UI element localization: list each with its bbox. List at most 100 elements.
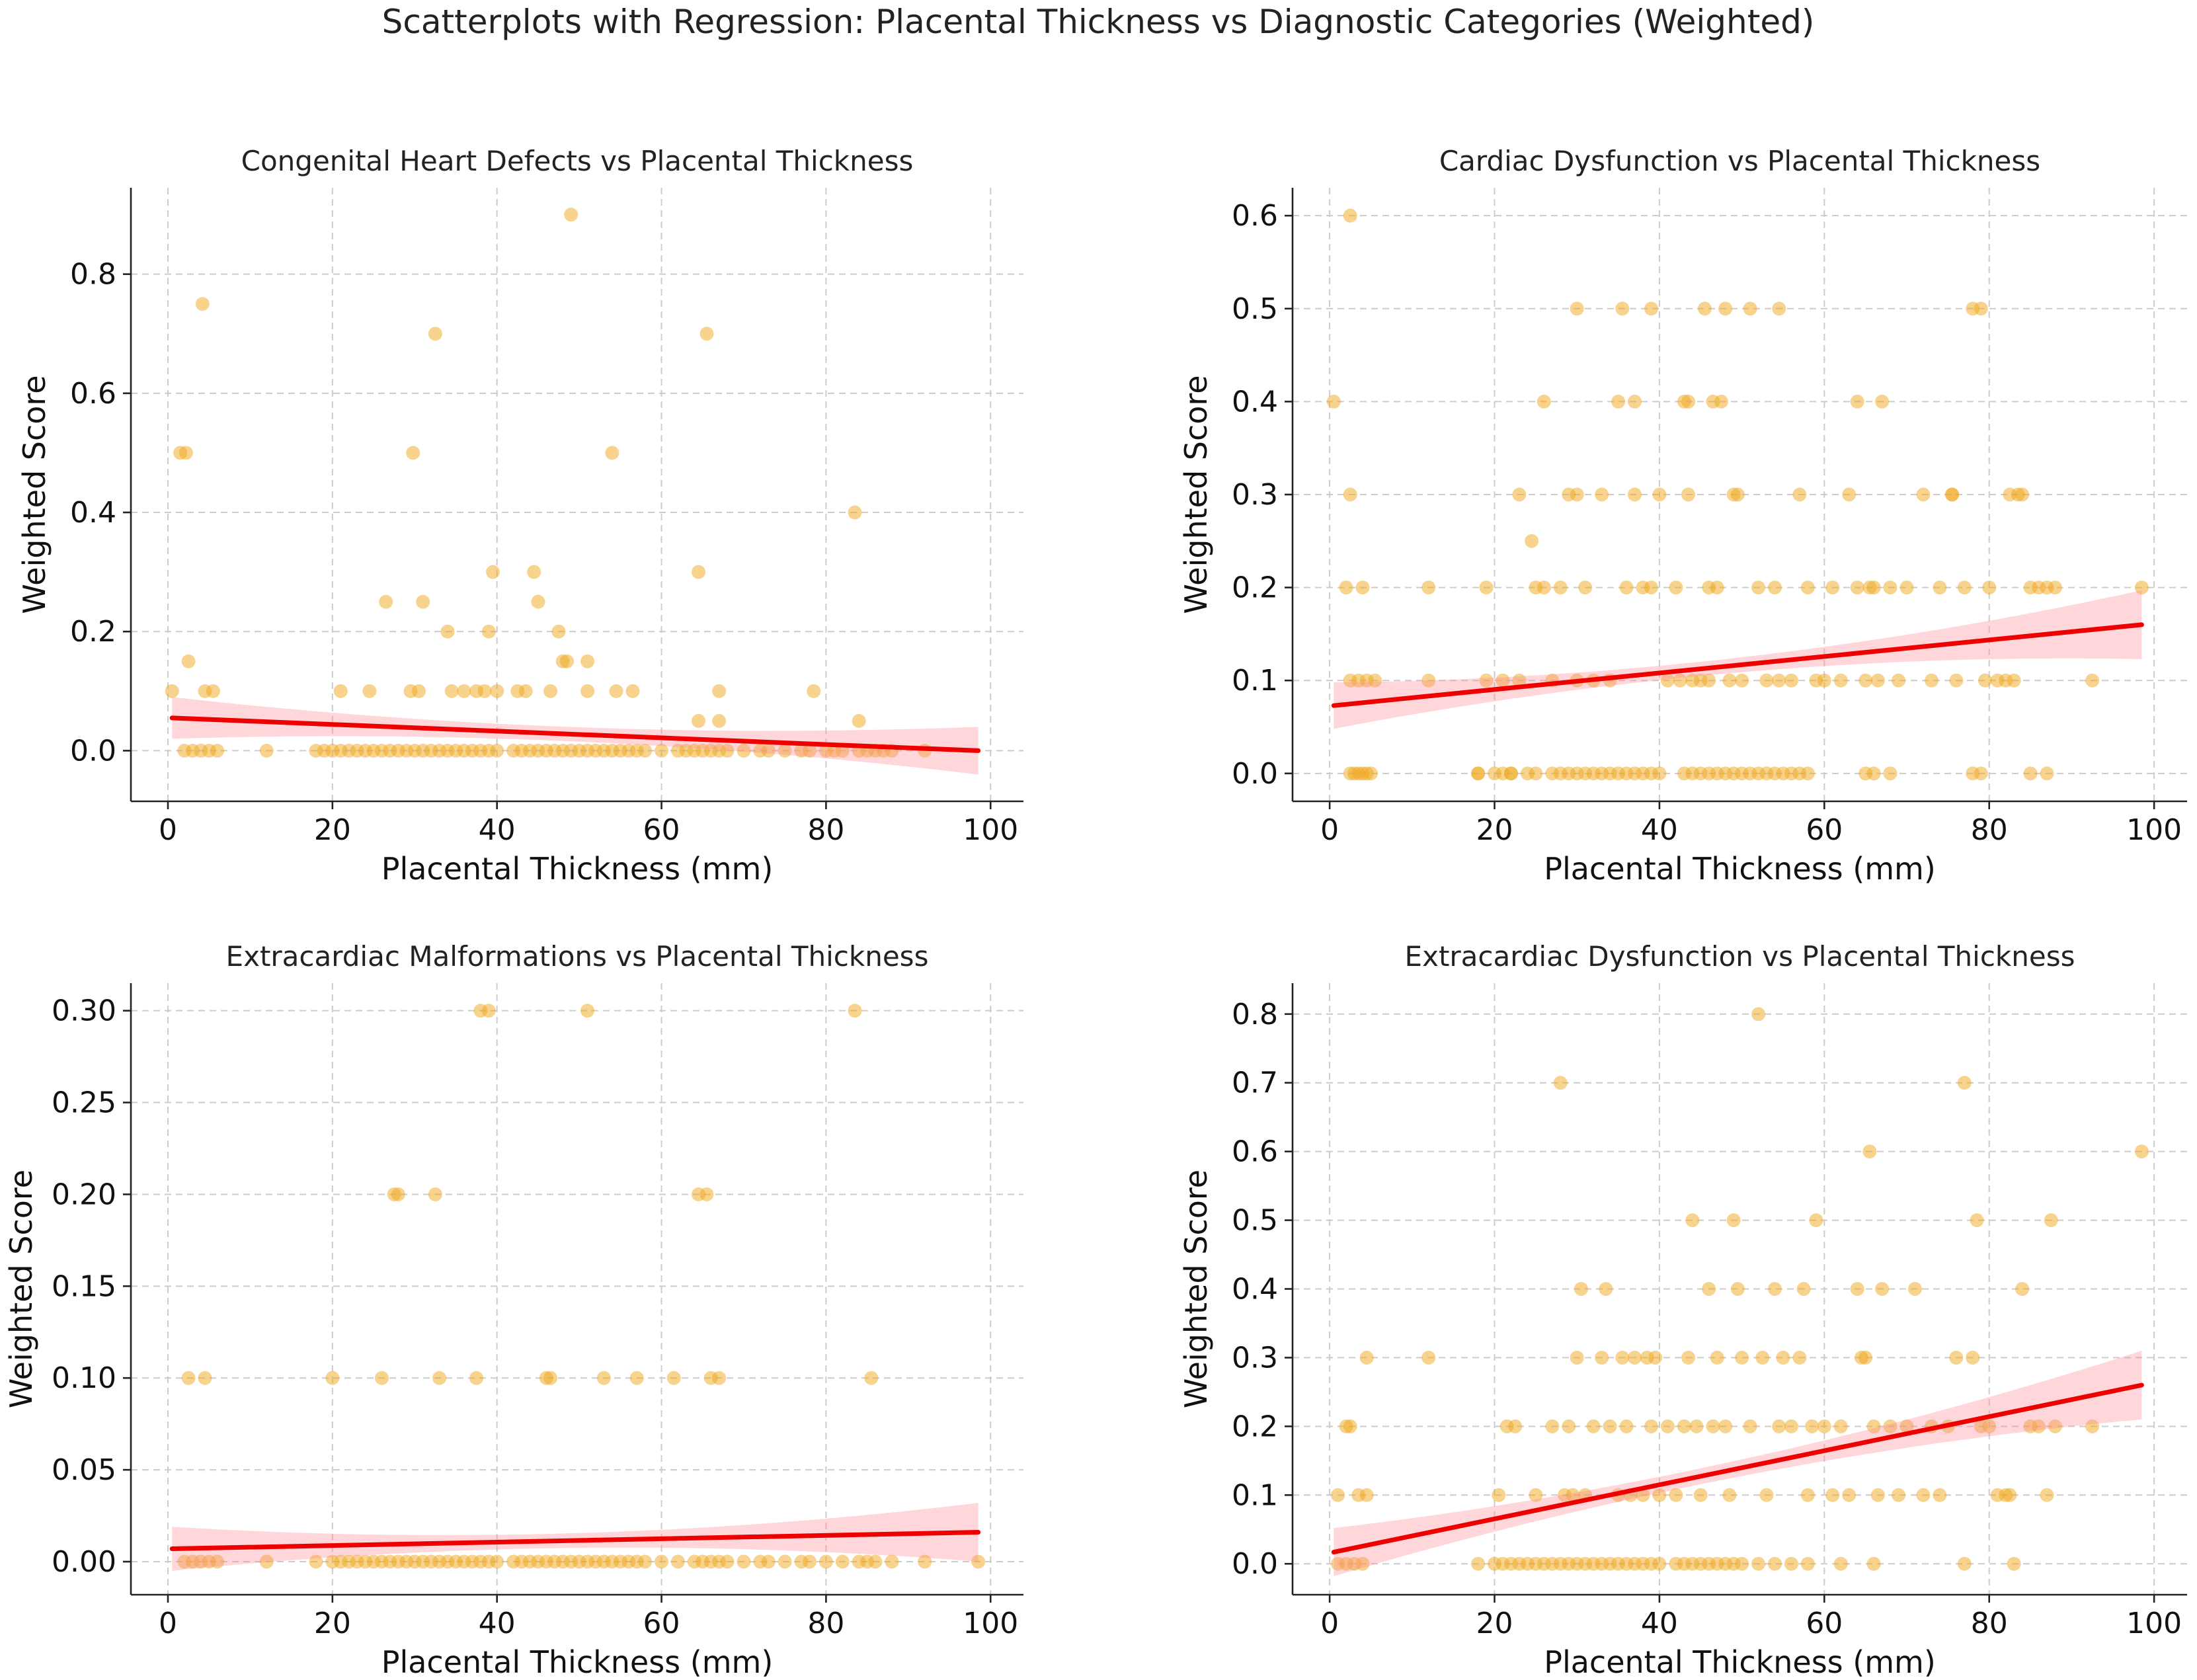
data-point <box>692 565 706 579</box>
data-point <box>1792 1350 1807 1365</box>
data-point <box>2015 487 2030 502</box>
y-tick-label: 0.0 <box>70 734 116 768</box>
data-point <box>1722 673 1737 688</box>
data-point <box>477 684 492 698</box>
y-axis-label: Weighted Score <box>1178 1170 1214 1408</box>
confidence-band <box>1334 1351 2142 1576</box>
y-tick-label: 0.3 <box>1232 1341 1278 1375</box>
y-tick-label: 0.8 <box>1232 998 1278 1031</box>
data-point <box>206 684 220 698</box>
data-point <box>1611 394 1626 409</box>
data-point <box>2015 1282 2030 1296</box>
data-point <box>1492 1488 1506 1502</box>
data-point <box>1702 1282 1716 1296</box>
y-tick-label: 0.4 <box>70 496 116 530</box>
y-tick-label: 0.1 <box>1232 664 1278 698</box>
data-point <box>1726 1213 1741 1228</box>
data-point <box>1677 1419 1691 1433</box>
data-point <box>1772 301 1786 316</box>
x-tick-label: 100 <box>963 813 1018 847</box>
data-point <box>1529 1488 1543 1502</box>
y-tick-label: 0.30 <box>52 994 116 1028</box>
scatter-points <box>177 1004 986 1569</box>
data-point <box>1751 1556 1766 1571</box>
data-point <box>518 684 533 698</box>
data-point <box>1870 673 1885 688</box>
data-point <box>1866 1556 1881 1571</box>
x-tick-label: 80 <box>1971 813 2008 847</box>
data-point <box>1866 1419 1881 1433</box>
data-point <box>1974 766 1988 781</box>
data-point <box>1817 673 1831 688</box>
data-point <box>580 1004 595 1018</box>
y-tick-label: 0.20 <box>52 1178 116 1211</box>
data-point <box>1595 1350 1609 1365</box>
data-point <box>531 594 545 609</box>
y-tick-label: 0.15 <box>52 1269 116 1303</box>
data-point <box>1949 673 1964 688</box>
data-point <box>1512 673 1527 688</box>
data-point <box>609 684 623 698</box>
data-point <box>181 654 196 668</box>
x-tick-label: 100 <box>963 1607 1018 1640</box>
data-point <box>325 1371 340 1385</box>
regression-line <box>169 1530 981 1552</box>
y-tick-label: 0.2 <box>1232 571 1278 605</box>
data-point <box>1562 1419 1576 1433</box>
data-point <box>1359 1488 1374 1502</box>
data-point <box>1883 580 1897 595</box>
data-point <box>444 684 459 698</box>
data-point <box>1652 487 1667 502</box>
data-point <box>1784 673 1798 688</box>
data-point <box>1685 1213 1700 1228</box>
data-point <box>1702 673 1716 688</box>
data-point <box>543 684 558 698</box>
data-point <box>692 713 706 728</box>
data-point <box>481 1004 496 1018</box>
data-point <box>655 1554 669 1569</box>
data-point <box>720 1554 735 1569</box>
data-point <box>379 594 393 609</box>
data-point <box>1599 1282 1613 1296</box>
data-point <box>1772 1419 1786 1433</box>
data-point <box>670 1554 685 1569</box>
y-tick-label: 0.10 <box>52 1361 116 1395</box>
data-point <box>1537 580 1551 595</box>
data-point <box>666 1371 681 1385</box>
panel-title: Cardiac Dysfunction vs Placental Thickne… <box>1439 145 2040 177</box>
data-point <box>210 1554 225 1569</box>
data-point <box>2048 1419 2062 1433</box>
data-point <box>1784 1556 1798 1571</box>
data-point <box>485 565 500 579</box>
data-point <box>1776 1350 1790 1365</box>
x-tick-label: 40 <box>1641 1607 1678 1640</box>
data-point <box>1850 1282 1864 1296</box>
data-point <box>1743 301 1757 316</box>
data-point <box>1800 1556 1815 1571</box>
panel-title: Extracardiac Dysfunction vs Placental Th… <box>1405 940 2075 973</box>
data-point <box>1800 1488 1815 1502</box>
data-point <box>1359 1350 1374 1365</box>
data-point <box>210 743 225 758</box>
data-point <box>1735 673 1749 688</box>
data-point <box>1966 1350 1980 1365</box>
data-point <box>1603 1419 1617 1433</box>
data-point <box>1343 1419 1357 1433</box>
x-tick-label: 100 <box>2126 813 2182 847</box>
data-point <box>868 1554 883 1569</box>
data-point <box>1644 301 1658 316</box>
x-tick-label: 20 <box>314 1607 351 1640</box>
data-point <box>416 594 430 609</box>
data-point <box>737 1554 751 1569</box>
data-point <box>761 743 776 758</box>
y-tick-label: 0.0 <box>1232 757 1278 791</box>
data-point <box>852 713 866 728</box>
data-point <box>1615 1350 1630 1365</box>
data-point <box>2040 766 2054 781</box>
x-tick-label: 20 <box>1476 813 1513 847</box>
confidence-band <box>1334 590 2142 729</box>
data-point <box>1628 487 1642 502</box>
data-point <box>1512 487 1527 502</box>
data-point <box>2003 1488 2017 1502</box>
